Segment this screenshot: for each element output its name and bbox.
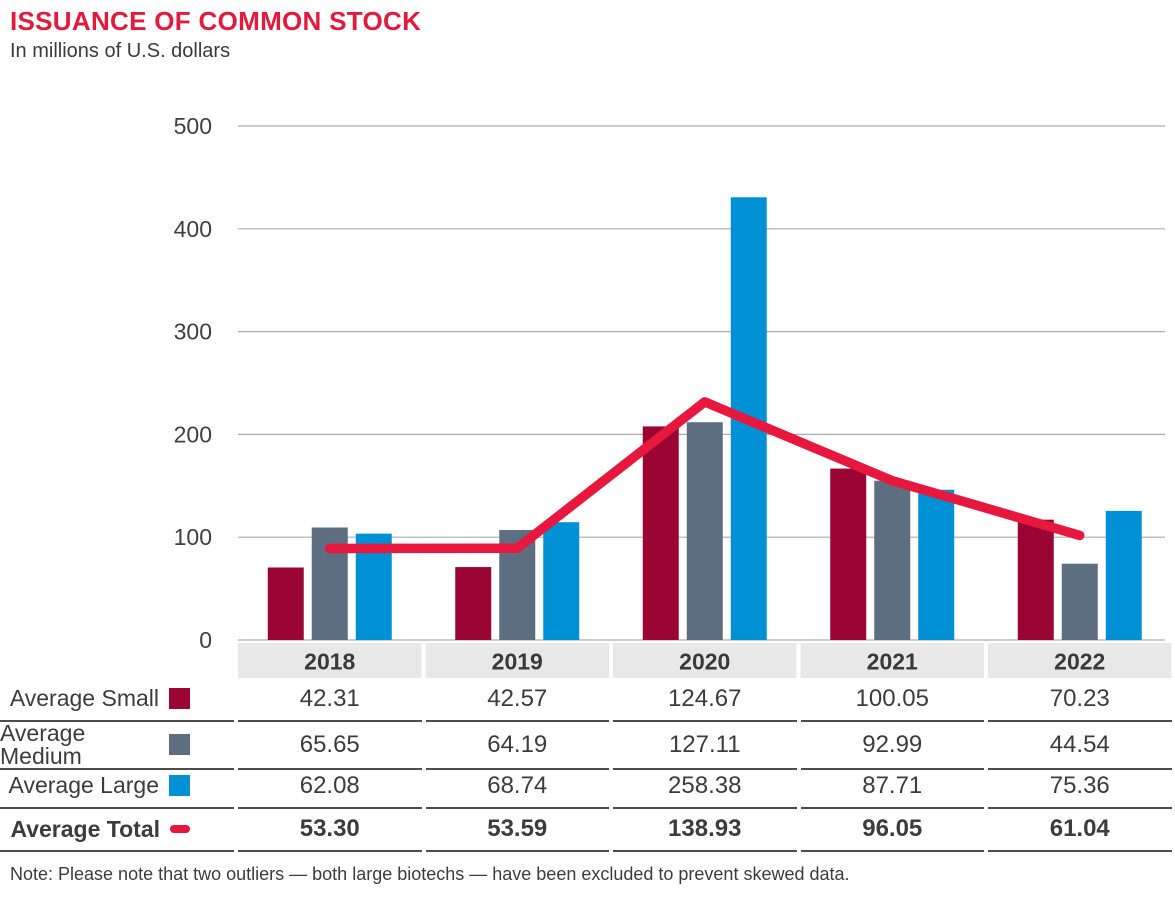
x-axis-label-2022: 2022	[1054, 649, 1105, 675]
footnote: Note: Please note that two outliers — bo…	[10, 864, 850, 884]
x-axis-label-2020: 2020	[679, 649, 730, 675]
bar-average-small-2018	[267, 567, 304, 640]
value-average-small-2019: 42.57	[425, 678, 609, 722]
bar-average-medium-2021	[874, 480, 911, 640]
x-axis-label-2018: 2018	[304, 649, 355, 675]
x-axis-band-2022	[988, 643, 1172, 678]
value-average-total-2022: 61.04	[988, 809, 1172, 852]
table-row-average-medium: Average Medium 65.65 64.19 127.11 92.99 44.54	[0, 721, 1175, 770]
value-average-large-2019: 68.74	[425, 765, 609, 809]
y-axis-label-200: 200	[174, 421, 212, 447]
bar-average-small-2019	[455, 567, 492, 640]
value-average-large-2021: 87.71	[800, 765, 984, 809]
bar-average-large-2021	[918, 489, 955, 640]
y-axis-label-500: 500	[174, 113, 212, 139]
bar-average-medium-2020	[686, 422, 723, 640]
value-average-medium-2021: 92.99	[800, 722, 984, 770]
value-average-large-2018: 62.08	[238, 765, 422, 809]
value-average-small-2018: 42.31	[238, 678, 422, 722]
y-axis-label-100: 100	[174, 524, 212, 550]
table-row-average-large: Average Large 62.08 68.74 258.38 87.71 75.36	[0, 765, 1175, 809]
value-average-large-2020: 258.38	[613, 765, 797, 809]
value-average-total-2020: 138.93	[613, 809, 797, 852]
legend-swatch-average-medium	[169, 734, 190, 755]
x-axis-band-2021	[800, 643, 984, 678]
value-average-medium-2020: 127.11	[613, 722, 797, 770]
x-axis-band-2019	[425, 643, 609, 678]
value-average-large-2022: 75.36	[988, 765, 1172, 809]
legend-label-average-medium: Average Medium	[0, 719, 86, 769]
y-axis-label-0: 0	[199, 627, 212, 653]
bar-average-small-2020	[642, 426, 679, 640]
value-average-small-2020: 124.67	[613, 678, 797, 722]
bar-average-small-2021	[830, 468, 867, 640]
bar-average-large-2022	[1105, 510, 1142, 640]
value-average-medium-2022: 44.54	[988, 722, 1172, 770]
legend-average-small: Average Small	[0, 678, 234, 722]
legend-label-average-large: Average Large	[8, 772, 159, 799]
value-average-total-2019: 53.59	[425, 809, 609, 852]
value-average-small-2021: 100.05	[800, 678, 984, 722]
legend-swatch-average-small	[169, 688, 190, 710]
x-axis-label-2021: 2021	[867, 649, 918, 675]
legend-average-medium: Average Medium	[0, 719, 234, 770]
value-average-medium-2018: 65.65	[238, 722, 422, 770]
value-average-total-2018: 53.30	[238, 809, 422, 852]
bar-average-large-2019	[543, 522, 580, 640]
data-table: Average Small 42.31 42.57 124.67 100.05 70.23…	[0, 678, 1175, 852]
value-average-total-2021: 96.05	[800, 809, 984, 852]
legend-average-total: Average Total	[0, 809, 234, 852]
legend-swatch-average-large	[169, 775, 190, 797]
table-row-average-small: Average Small 42.31 42.57 124.67 100.05 70.23	[0, 678, 1175, 722]
bar-average-small-2022	[1017, 519, 1054, 640]
page-subtitle: In millions of U.S. dollars	[10, 40, 231, 62]
y-axis-label-400: 400	[174, 216, 212, 242]
legend-label-average-small: Average Small	[9, 685, 159, 712]
legend-label-average-total: Average Total	[10, 815, 160, 842]
x-axis-band-2020	[613, 643, 797, 678]
y-axis-label-300: 300	[174, 319, 212, 345]
table-row-average-total: Average Total 53.30 53.59 138.93 96.05 61.04	[0, 809, 1175, 852]
x-axis-label-2019: 2019	[492, 649, 543, 675]
value-average-small-2022: 70.23	[988, 678, 1172, 722]
legend-swatch-average-total	[170, 825, 190, 834]
page-title: ISSUANCE OF COMMON STOCK	[10, 6, 422, 36]
legend-average-large: Average Large	[0, 765, 234, 809]
average-total-line	[325, 397, 1085, 554]
x-axis-band-2018	[238, 643, 422, 678]
value-average-medium-2019: 64.19	[425, 722, 609, 770]
bar-average-medium-2022	[1061, 563, 1098, 640]
